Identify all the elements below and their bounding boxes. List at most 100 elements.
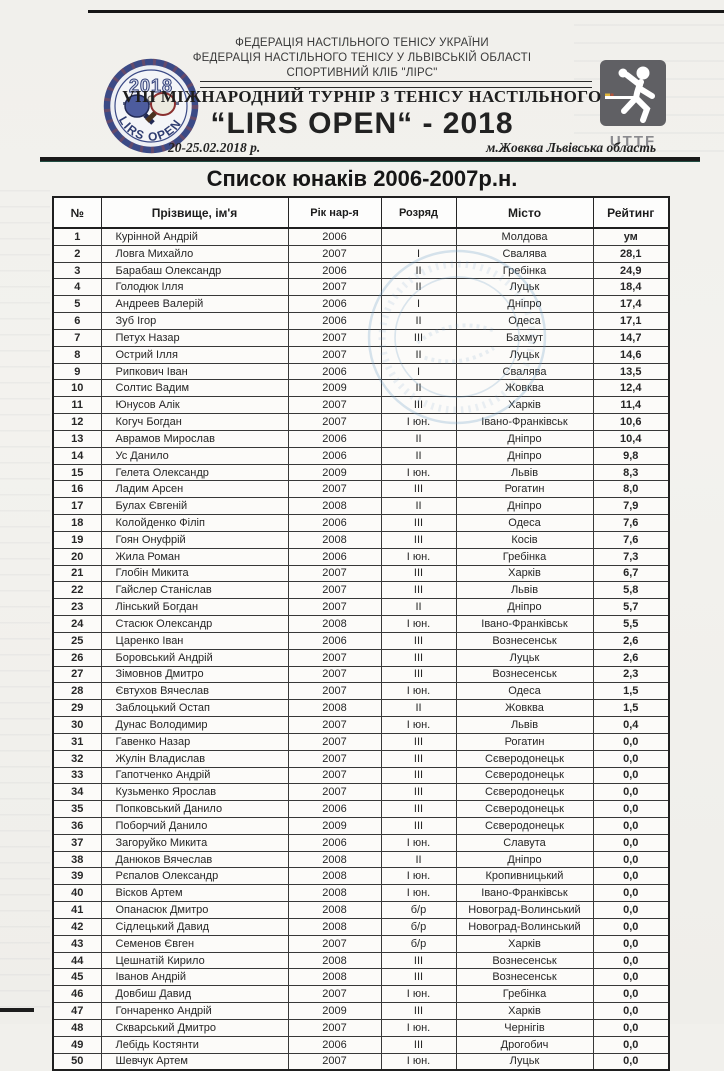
cell-city: Івано-Франківськ <box>455 884 594 903</box>
cell-year: 2009 <box>287 1002 382 1020</box>
cell-rating: 7,6 <box>592 514 670 532</box>
cell-year: 2007 <box>287 564 382 583</box>
table-row: 17 Булах Євгеній 2008 II Дніпро 7,9 <box>52 497 670 516</box>
col-header-num: № <box>52 196 102 229</box>
cell-city: Дніпро <box>455 497 594 516</box>
cell-class: II <box>380 497 457 516</box>
cell-rating: 18,4 <box>592 278 670 297</box>
cell-num: 40 <box>52 884 102 903</box>
cell-name: Семенов Євген <box>100 934 289 953</box>
cell-name: Попковський Данило <box>100 800 289 818</box>
cell-year: 2007 <box>287 749 382 768</box>
cell-num: 27 <box>52 665 102 684</box>
cell-name: Юнусов Алік <box>100 396 289 415</box>
table-row: 6 Зуб Ігор 2006 II Одеса 17,1 <box>52 312 670 330</box>
cell-name: Гончаренко Андрій <box>100 1002 289 1020</box>
cell-city: Сєверодонецьк <box>455 800 594 818</box>
cell-name: Кузьменко Ярослав <box>100 783 289 802</box>
cell-class: I <box>380 244 457 263</box>
cell-class: І юн. <box>380 463 457 482</box>
cell-num: 16 <box>52 480 102 499</box>
cell-rating: 0,0 <box>592 732 670 751</box>
cell-num: 36 <box>52 816 102 835</box>
cell-name: Барабаш Олександр <box>100 261 289 280</box>
cell-num: 1 <box>52 227 102 246</box>
uttf-label: UTTF <box>609 133 657 150</box>
cell-rating: 11,4 <box>592 396 670 415</box>
table-row: 11 Юнусов Алік 2007 III Харків 11,4 <box>52 396 670 415</box>
cell-num: 30 <box>52 716 102 734</box>
cell-rating: 0,0 <box>592 884 670 903</box>
double-rule <box>200 81 592 88</box>
cell-num: 10 <box>52 379 102 398</box>
table-row: 40 Вісков Артем 2008 І юн. Івано-Франківськ 0… <box>52 884 670 903</box>
cell-rating: 14,6 <box>592 345 670 364</box>
cell-name: Гапотченко Андрій <box>100 766 289 785</box>
cell-city: Новоград-Волинський <box>455 901 594 919</box>
cell-num: 45 <box>52 968 102 987</box>
cell-rating: 14,7 <box>592 328 670 347</box>
cell-name: Скварський Дмитро <box>100 1018 289 1037</box>
cell-city: Вознесенськ <box>455 631 594 650</box>
table-row: 24 Стасюк Олександр 2008 І юн. Івано-Франків… <box>52 615 670 633</box>
cell-city: Луцьк <box>455 278 594 297</box>
table-row: 43 Семенов Євген 2007 б/р Харків 0,0 <box>52 934 670 953</box>
cell-city: Дрогобич <box>455 1035 594 1054</box>
cell-year: 2007 <box>287 648 382 667</box>
cell-year: 2006 <box>287 362 382 381</box>
cell-class: II <box>380 446 457 465</box>
cell-year: 2006 <box>287 295 382 314</box>
table-row: 42 Сідлецький Давид 2008 б/р Новоград-Волинс… <box>52 917 670 936</box>
table-row: 20 Жила Роман 2006 І юн. Гребінка 7,3 <box>52 547 670 566</box>
cell-num: 34 <box>52 783 102 802</box>
cell-year: 2007 <box>287 598 382 617</box>
cell-rating: 17,1 <box>592 312 670 330</box>
cell-class: III <box>380 665 457 684</box>
cell-name: Курінной Андрій <box>100 227 289 246</box>
table-row: 14 Ус Данило 2006 II Дніпро 9,8 <box>52 446 670 465</box>
cell-year: 2007 <box>287 278 382 297</box>
bleedthrough-ghost-left <box>0 190 50 1018</box>
cell-name: Царенко Іван <box>100 631 289 650</box>
cell-class: б/р <box>380 934 457 953</box>
cell-class: І юн. <box>380 716 457 734</box>
cell-rating: 0,0 <box>592 968 670 987</box>
cell-rating: 5,5 <box>592 615 670 633</box>
cell-rating: 1,5 <box>592 682 670 701</box>
cell-num: 49 <box>52 1035 102 1054</box>
cell-city: Львів <box>455 716 594 734</box>
cell-rating: 28,1 <box>592 244 670 263</box>
cell-name: Данюков Вячеслав <box>100 850 289 869</box>
cell-rating: 0,0 <box>592 867 670 886</box>
cell-num: 11 <box>52 396 102 415</box>
table-row: 2 Ловга Михайло 2007 I Свалява 28,1 <box>52 244 670 263</box>
cell-city: Славута <box>455 833 594 852</box>
cell-name: Зімовнов Дмитро <box>100 665 289 684</box>
table-row: 23 Лінський Богдан 2007 II Дніпро 5,7 <box>52 598 670 617</box>
cell-name: Жулін Владислав <box>100 749 289 768</box>
cell-name: Поборчий Данило <box>100 816 289 835</box>
col-header-rating: Рейтинг <box>592 196 670 229</box>
table-row: 44 Цешнатій Кирило 2008 III Вознесенськ 0,0 <box>52 951 670 970</box>
cell-year: 2008 <box>287 951 382 970</box>
roster-table-body: 1 Курінной Андрій 2006 Молдова ум 2 Ловга Миха… <box>52 227 670 1071</box>
cell-rating: 8,3 <box>592 463 670 482</box>
cell-name: Опанасюк Дмитро <box>100 901 289 919</box>
cell-year: 2008 <box>287 850 382 869</box>
cell-num: 33 <box>52 766 102 785</box>
roster-table: № Прізвище, ім'я Рік нар-я Розряд Місто … <box>52 196 670 1071</box>
cell-class: І юн. <box>380 1018 457 1037</box>
cell-num: 8 <box>52 345 102 364</box>
cell-num: 25 <box>52 631 102 650</box>
col-header-city: Місто <box>455 196 594 229</box>
cell-class: III <box>380 396 457 415</box>
cell-name: Заблоцький Остап <box>100 699 289 718</box>
cell-year: 2007 <box>287 244 382 263</box>
table-row: 15 Гелета Олександр 2009 І юн. Львів 8,3 <box>52 463 670 482</box>
table-row: 46 Довбиш Давид 2007 І юн. Гребінка 0,0 <box>52 985 670 1004</box>
table-row: 29 Заблоцький Остап 2008 II Жовква 1,5 <box>52 699 670 718</box>
table-row: 3 Барабаш Олександр 2006 II Гребінка 24,9 <box>52 261 670 280</box>
cell-year: 2006 <box>287 261 382 280</box>
cell-name: Шевчук Артем <box>100 1052 289 1071</box>
cell-rating: 0,0 <box>592 1018 670 1037</box>
